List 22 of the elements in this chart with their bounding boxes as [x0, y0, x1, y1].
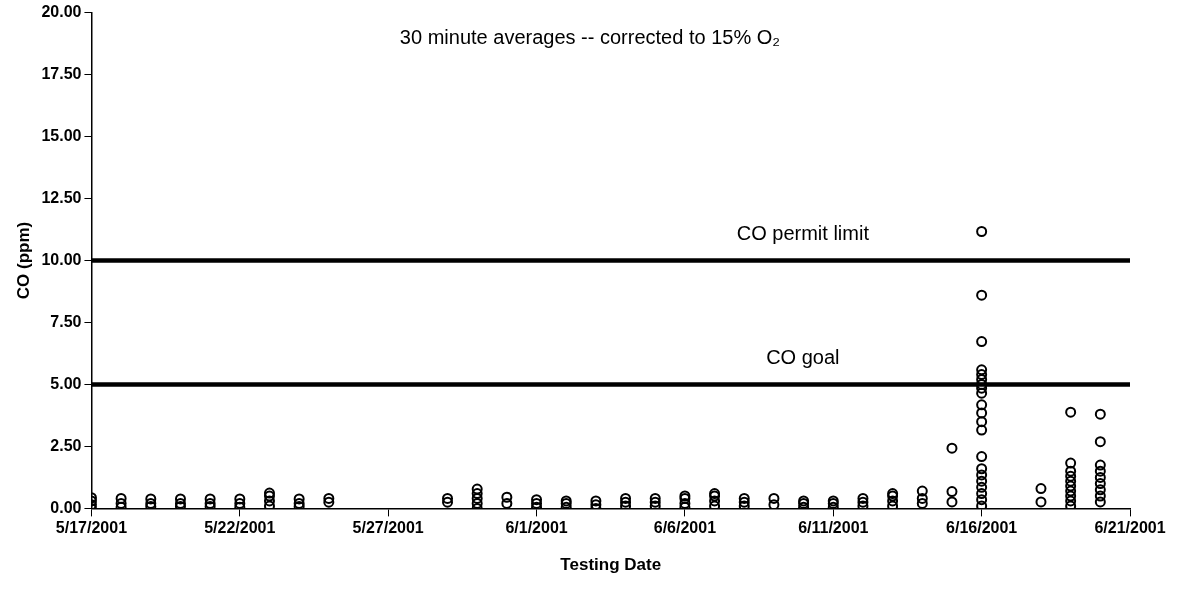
ref-line-label: CO goal [766, 345, 840, 368]
x-tick-label: 6/16/2001 [946, 519, 1018, 537]
y-tick-label: 0.00 [50, 498, 82, 516]
x-tick-label: 6/6/2001 [653, 519, 717, 537]
y-tick-label: 2.50 [50, 436, 82, 454]
y-tick-label: 5.00 [50, 374, 82, 392]
x-tick-label: 5/17/2001 [55, 519, 128, 537]
x-axis-title: Testing Date [560, 555, 662, 575]
x-tick-label: 5/22/2001 [204, 519, 276, 537]
x-tick-label: 6/21/2001 [1094, 519, 1166, 537]
x-tick-label: 6/1/2001 [505, 519, 568, 537]
y-tick-label: 17.50 [41, 64, 82, 82]
annotation: 30 minute averages -- corrected to 15% O₂ [399, 26, 781, 49]
y-tick-label: 10.00 [41, 250, 82, 268]
y-axis-title: CO (ppm) [13, 221, 33, 300]
y-tick-label: 15.00 [41, 126, 82, 144]
y-tick-label: 20.00 [41, 3, 82, 21]
x-tick-label: 5/27/2001 [352, 519, 424, 537]
y-tick-label: 12.50 [41, 188, 82, 206]
ref-line-label: CO permit limit [736, 222, 870, 245]
y-tick-label: 7.50 [50, 312, 82, 330]
x-tick-label: 6/11/2001 [798, 519, 869, 537]
